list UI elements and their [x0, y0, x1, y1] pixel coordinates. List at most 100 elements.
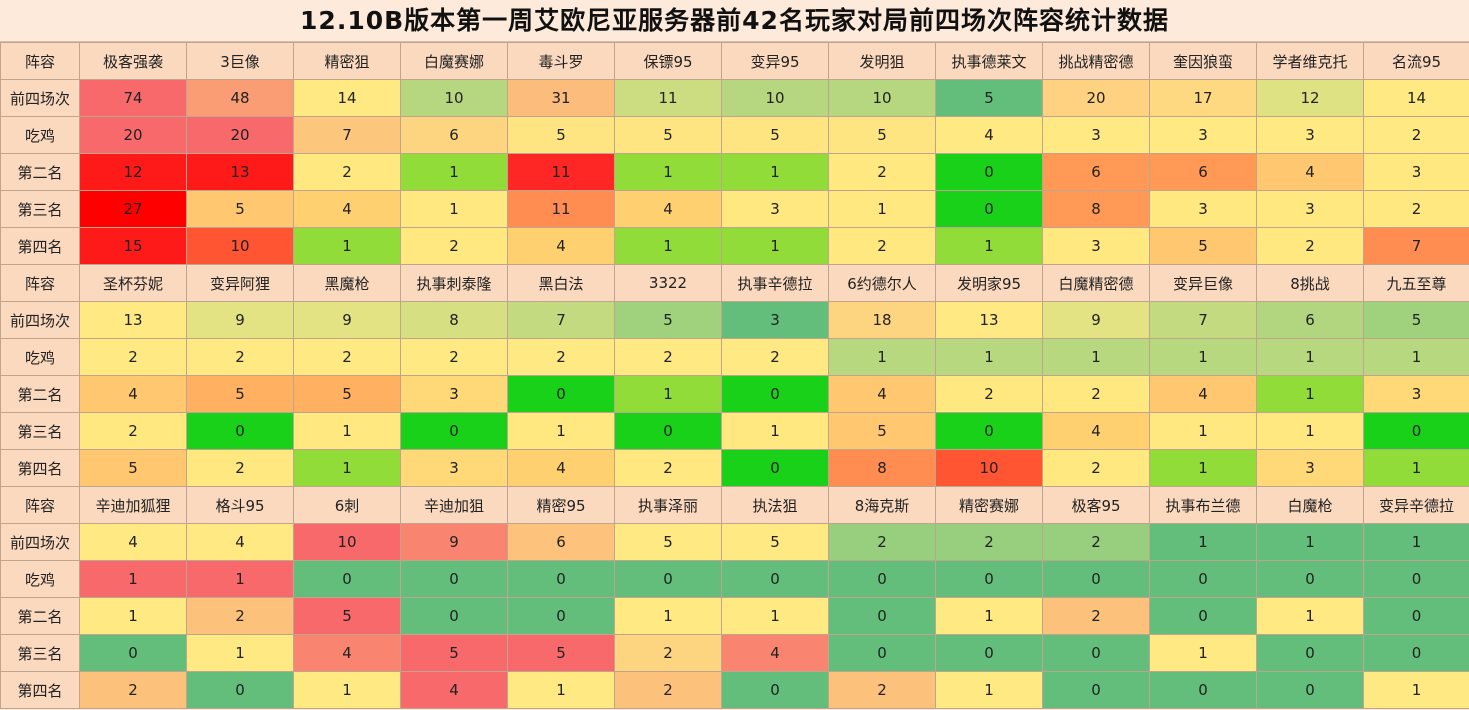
stat-cell: 5	[79, 449, 187, 487]
stat-cell: 6	[1149, 153, 1257, 191]
stat-cell: 0	[721, 671, 829, 709]
stat-cell: 3	[1363, 153, 1469, 191]
stat-cell: 2	[614, 338, 722, 376]
stat-cell: 1	[79, 597, 187, 635]
stat-cell: 3	[1149, 116, 1257, 154]
stat-cell: 1	[79, 560, 187, 598]
stat-cell: 1	[1042, 338, 1150, 376]
stat-cell: 3	[1363, 375, 1469, 413]
stat-cell: 1	[1363, 338, 1469, 376]
stat-cell: 1	[186, 634, 294, 672]
stat-cell: 8	[1042, 190, 1150, 228]
stat-cell: 11	[507, 153, 615, 191]
stat-cell: 5	[614, 116, 722, 154]
table-row: 第三名 2 0 1 0 1 0 1 5 0 4 1 1 0	[0, 412, 1469, 450]
comp-name: 保镖95	[614, 42, 722, 80]
row-label: 吃鸡	[0, 338, 80, 376]
comp-name: 黑白法	[507, 264, 615, 302]
header-row: 阵容 圣杯芬妮 变异阿狸 黑魔枪 执事刺泰隆 黑白法 3322 执事辛德拉 6约德尔人 发明家95…	[0, 264, 1469, 302]
stat-cell: 0	[721, 560, 829, 598]
stat-cell: 10	[828, 79, 936, 117]
stat-cell: 10	[186, 227, 294, 265]
stat-cell: 4	[828, 375, 936, 413]
row-label: 第二名	[0, 597, 80, 635]
stat-cell: 0	[614, 412, 722, 450]
stat-cell: 5	[1363, 301, 1469, 339]
stat-cell: 1	[293, 227, 401, 265]
stat-cell: 74	[79, 79, 187, 117]
stat-cell: 1	[186, 560, 294, 598]
stat-cell: 10	[293, 523, 401, 561]
comp-name: 执事布兰德	[1149, 486, 1257, 524]
stat-cell: 1	[400, 190, 508, 228]
stat-cell: 5	[828, 412, 936, 450]
header-row: 阵容 极客强袭 3巨像 精密狙 白魔赛娜 毒斗罗 保镖95 变异95 发明狙 执事德莱文 挑战精密德…	[0, 42, 1469, 80]
comp-name: 精密赛娜	[935, 486, 1043, 524]
stat-cell: 6	[507, 523, 615, 561]
comp-name: 圣杯芬妮	[79, 264, 187, 302]
header-label: 阵容	[0, 42, 80, 80]
stat-cell: 0	[1149, 671, 1257, 709]
stat-cell: 0	[186, 671, 294, 709]
stat-cell: 4	[507, 449, 615, 487]
stat-cell: 11	[614, 79, 722, 117]
stat-cell: 4	[507, 227, 615, 265]
stat-cell: 9	[186, 301, 294, 339]
stat-cell: 1	[1149, 338, 1257, 376]
stat-cell: 2	[186, 338, 294, 376]
stat-cell: 20	[1042, 79, 1150, 117]
stat-cell: 2	[614, 671, 722, 709]
comp-name: 变异巨像	[1149, 264, 1257, 302]
stat-cell: 0	[1042, 634, 1150, 672]
stat-cell: 2	[79, 671, 187, 709]
stat-cell: 3	[1256, 449, 1364, 487]
stat-cell: 13	[186, 153, 294, 191]
stat-cell: 0	[1363, 634, 1469, 672]
table-row: 第二名 4 5 5 3 0 1 0 4 2 2 4 1 3	[0, 375, 1469, 413]
stat-cell: 1	[935, 227, 1043, 265]
comp-name: 极客强袭	[79, 42, 187, 80]
stat-cell: 5	[614, 301, 722, 339]
row-label: 第四名	[0, 671, 80, 709]
stat-cell: 2	[293, 338, 401, 376]
stat-cell: 7	[1149, 301, 1257, 339]
stat-cell: 2	[1042, 523, 1150, 561]
table-row: 前四场次 4 4 10 9 6 5 5 2 2 2 1 1 1	[0, 523, 1469, 561]
comp-name: 8海克斯	[828, 486, 936, 524]
stat-cell: 3	[1149, 190, 1257, 228]
table-row: 吃鸡 20 20 7 6 5 5 5 5 4 3 3 3 2	[0, 116, 1469, 154]
stat-cell: 12	[1256, 79, 1364, 117]
stat-cell: 13	[935, 301, 1043, 339]
stat-cell: 2	[400, 338, 508, 376]
stat-cell: 4	[1042, 412, 1150, 450]
stat-cell: 3	[1256, 116, 1364, 154]
stat-cell: 3	[1042, 227, 1150, 265]
stat-cell: 1	[293, 449, 401, 487]
stat-cell: 4	[721, 634, 829, 672]
row-label: 第四名	[0, 449, 80, 487]
table-row: 前四场次 13 9 9 8 7 5 3 18 13 9 7 6 5	[0, 301, 1469, 339]
header-label: 阵容	[0, 264, 80, 302]
comp-name: 黑魔枪	[293, 264, 401, 302]
stat-cell: 3	[1256, 190, 1364, 228]
stat-cell: 5	[507, 116, 615, 154]
stat-cell: 0	[1363, 412, 1469, 450]
table-row: 第二名 1 2 5 0 0 1 1 0 1 2 0 1 0	[0, 597, 1469, 635]
stat-cell: 1	[1256, 412, 1364, 450]
stat-cell: 1	[721, 227, 829, 265]
stat-cell: 5	[721, 116, 829, 154]
stat-cell: 20	[186, 116, 294, 154]
stat-cell: 6	[400, 116, 508, 154]
stat-cell: 5	[293, 597, 401, 635]
comp-name: 毒斗罗	[507, 42, 615, 80]
stat-cell: 5	[1149, 227, 1257, 265]
table-row: 前四场次 74 48 14 10 31 11 10 10 5 20 17 12 14	[0, 79, 1469, 117]
stat-cell: 2	[614, 449, 722, 487]
comp-name: 格斗95	[186, 486, 294, 524]
stat-cell: 0	[935, 190, 1043, 228]
table-row: 吃鸡 1 1 0 0 0 0 0 0 0 0 0 0 0	[0, 560, 1469, 598]
stat-cell: 5	[828, 116, 936, 154]
page-title: 12.10B版本第一周艾欧尼亚服务器前42名玩家对局前四场次阵容统计数据	[0, 0, 1469, 42]
stat-cell: 4	[1256, 153, 1364, 191]
row-label: 吃鸡	[0, 116, 80, 154]
